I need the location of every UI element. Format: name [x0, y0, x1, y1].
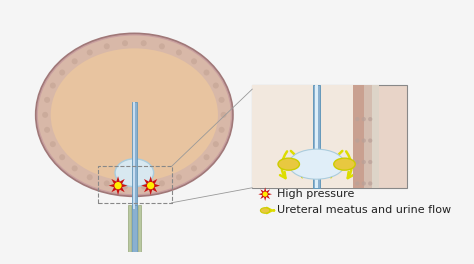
FancyBboxPatch shape [252, 85, 377, 188]
Circle shape [72, 165, 78, 171]
FancyBboxPatch shape [132, 205, 137, 264]
Circle shape [220, 112, 227, 118]
Ellipse shape [36, 33, 233, 196]
Polygon shape [141, 176, 160, 195]
Circle shape [72, 58, 78, 64]
Circle shape [122, 183, 128, 190]
Circle shape [141, 183, 146, 190]
Circle shape [203, 154, 210, 160]
Circle shape [147, 182, 154, 189]
Ellipse shape [334, 158, 355, 170]
Circle shape [362, 117, 366, 121]
Bar [98, 166, 172, 203]
Polygon shape [109, 176, 128, 195]
Circle shape [59, 69, 65, 76]
Circle shape [203, 69, 210, 76]
Circle shape [368, 117, 373, 121]
Polygon shape [258, 187, 272, 201]
Text: High pressure: High pressure [277, 189, 355, 199]
Circle shape [368, 138, 373, 143]
Ellipse shape [115, 159, 154, 187]
Circle shape [176, 49, 182, 55]
Circle shape [87, 174, 93, 180]
Circle shape [59, 154, 65, 160]
Circle shape [355, 117, 359, 121]
Circle shape [114, 182, 122, 189]
Circle shape [176, 174, 182, 180]
Ellipse shape [278, 158, 300, 170]
FancyBboxPatch shape [373, 85, 379, 188]
Ellipse shape [260, 208, 270, 213]
Ellipse shape [38, 35, 231, 194]
FancyBboxPatch shape [252, 85, 407, 188]
Circle shape [213, 83, 219, 88]
Circle shape [355, 160, 359, 164]
Circle shape [219, 97, 225, 103]
FancyBboxPatch shape [364, 85, 373, 188]
Ellipse shape [289, 149, 345, 179]
FancyBboxPatch shape [313, 85, 320, 188]
Circle shape [104, 43, 110, 49]
Circle shape [362, 138, 366, 143]
Circle shape [368, 160, 373, 164]
Circle shape [191, 58, 197, 64]
Circle shape [159, 43, 165, 49]
Circle shape [42, 112, 48, 118]
Circle shape [368, 181, 373, 186]
FancyBboxPatch shape [353, 85, 364, 188]
Circle shape [355, 138, 359, 143]
Circle shape [50, 83, 56, 88]
Ellipse shape [51, 48, 218, 181]
Circle shape [213, 141, 219, 147]
Circle shape [362, 160, 366, 164]
Circle shape [122, 40, 128, 46]
Circle shape [362, 181, 366, 186]
Circle shape [219, 127, 225, 133]
FancyBboxPatch shape [138, 205, 141, 264]
Circle shape [50, 141, 56, 147]
Circle shape [44, 127, 50, 133]
Circle shape [87, 49, 93, 55]
Circle shape [104, 180, 110, 186]
Circle shape [355, 181, 359, 186]
Circle shape [263, 192, 268, 197]
FancyBboxPatch shape [133, 102, 136, 209]
FancyBboxPatch shape [132, 102, 137, 209]
FancyBboxPatch shape [315, 85, 318, 188]
Circle shape [44, 97, 50, 103]
Circle shape [141, 40, 146, 46]
Circle shape [191, 165, 197, 171]
Text: Ureteral meatus and urine flow: Ureteral meatus and urine flow [277, 205, 451, 215]
FancyBboxPatch shape [128, 205, 131, 264]
Circle shape [159, 180, 165, 186]
